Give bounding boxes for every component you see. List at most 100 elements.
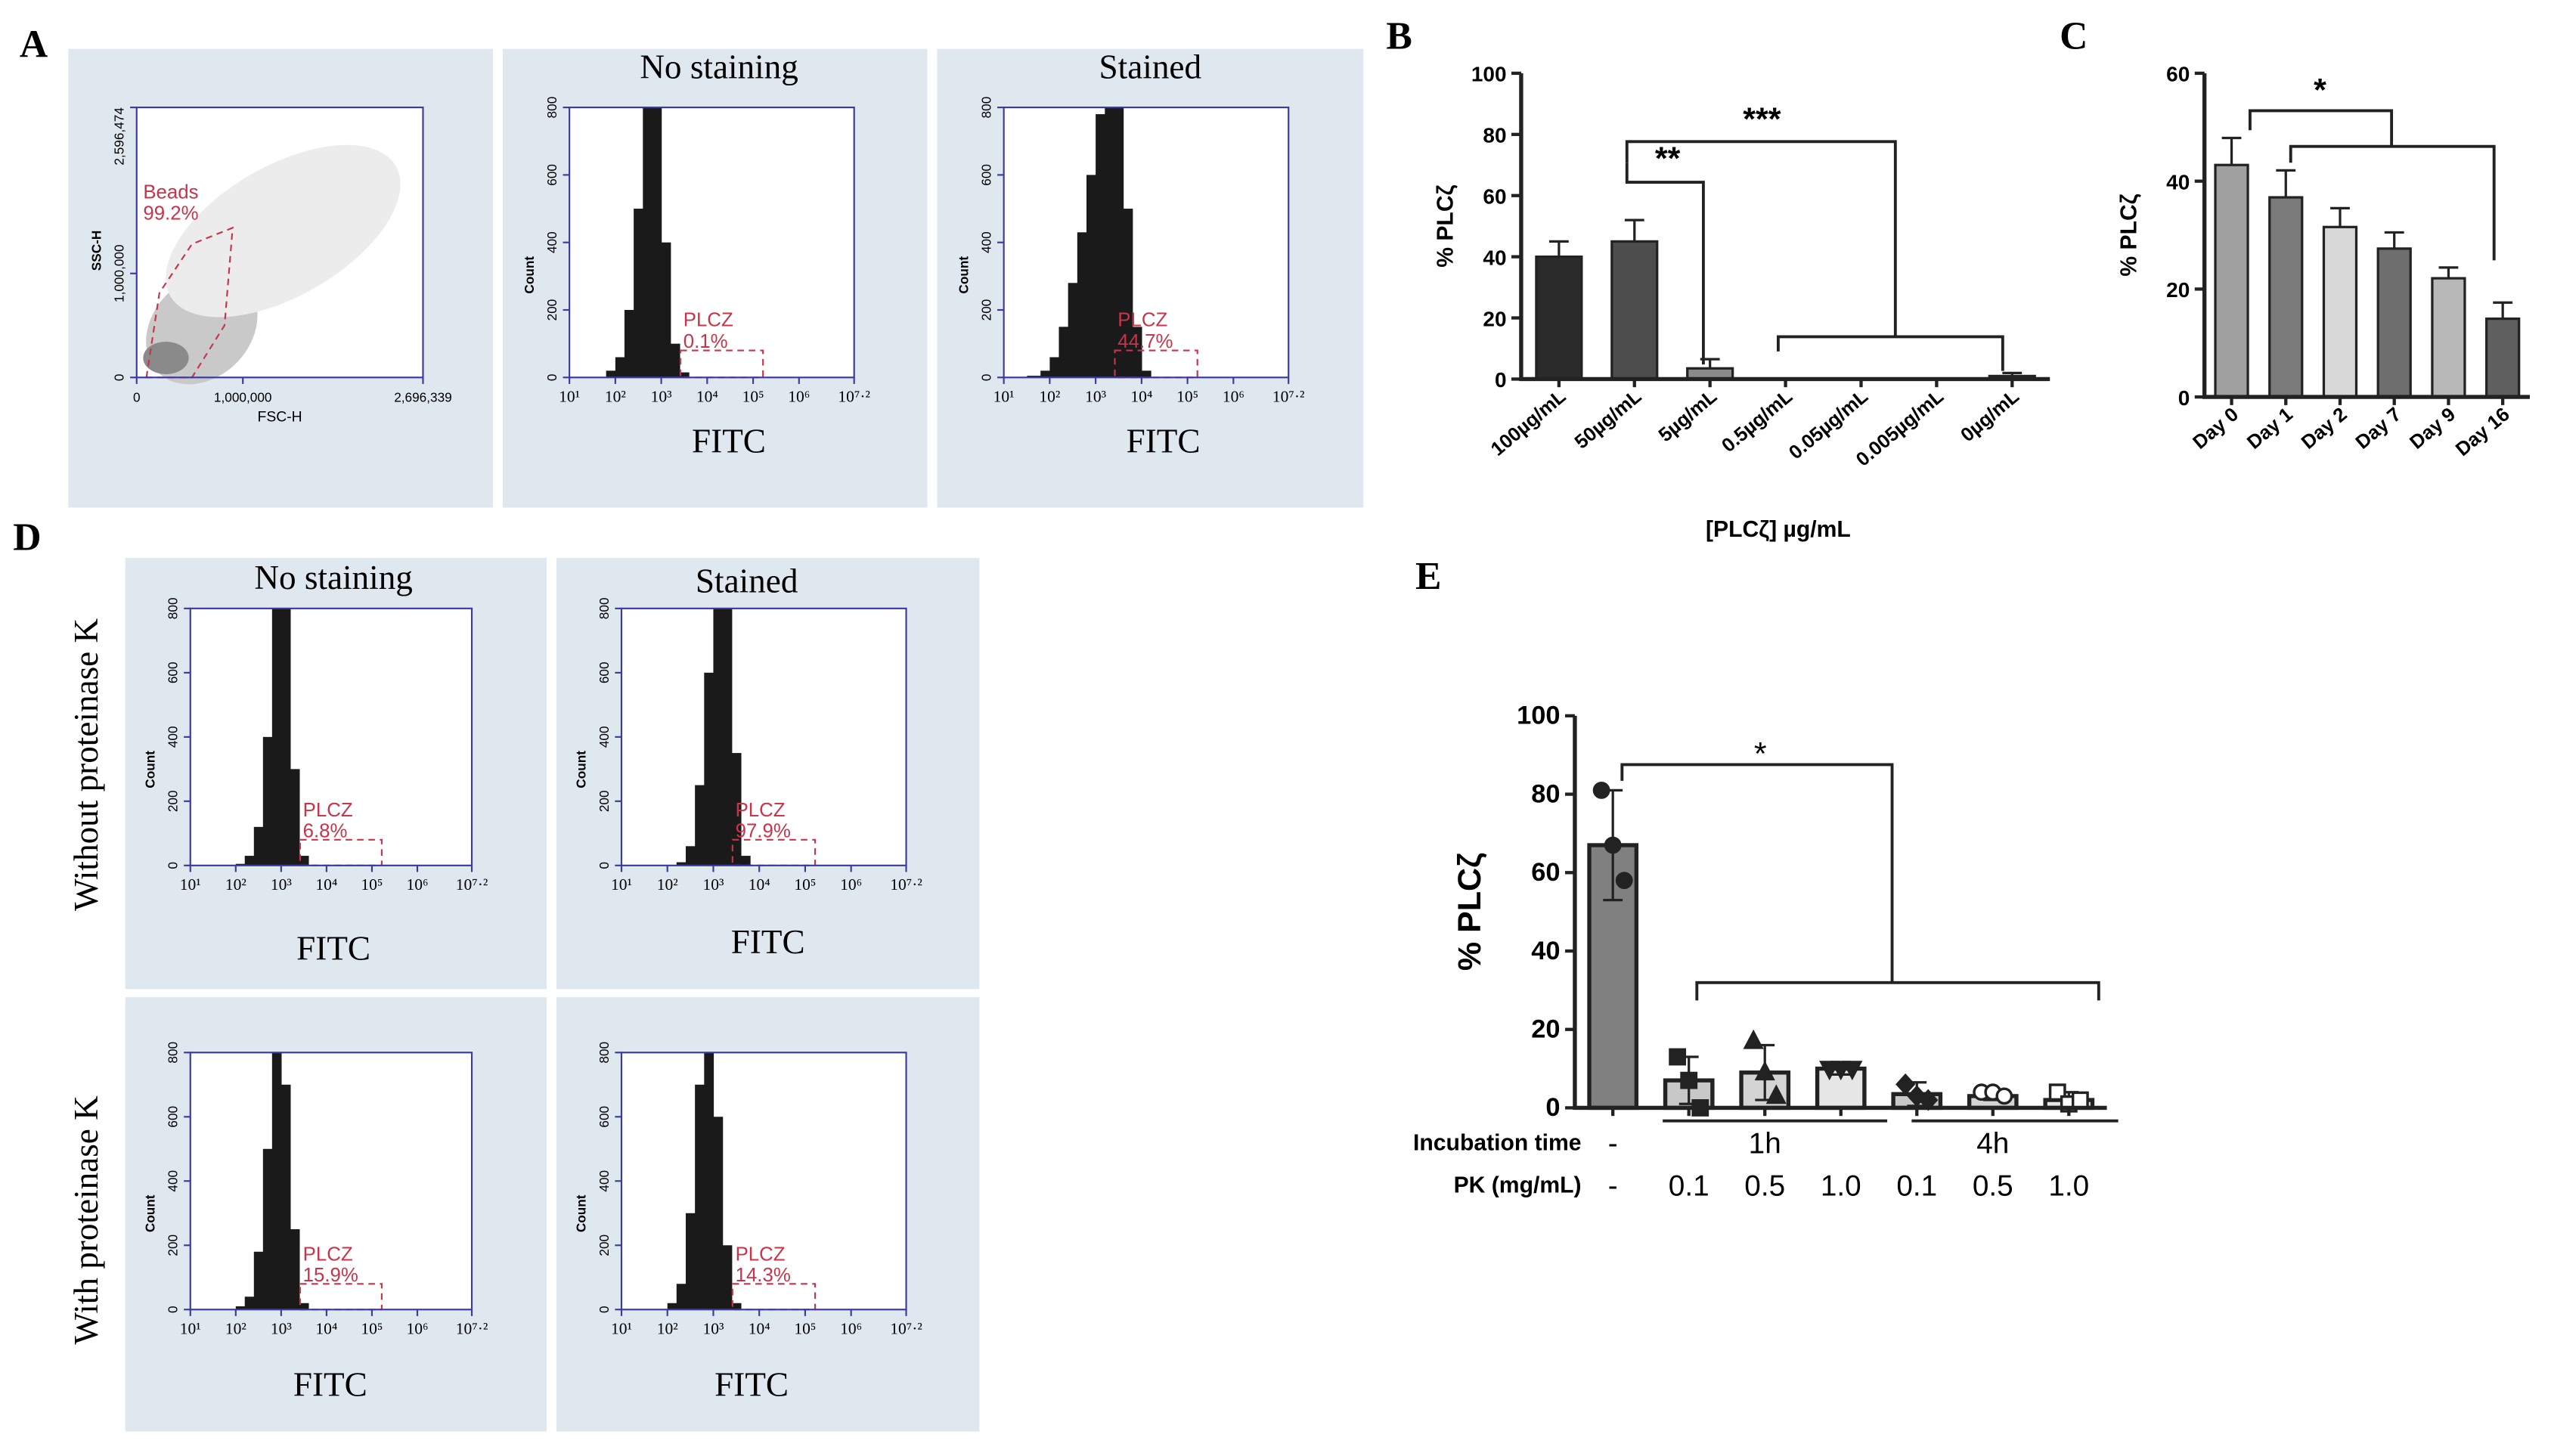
y-tick-label: 0 bbox=[597, 862, 612, 869]
column-title: No staining bbox=[254, 559, 413, 596]
histogram-bar bbox=[722, 1245, 733, 1310]
y-tick-label: 600 bbox=[597, 1106, 612, 1128]
bar bbox=[2485, 318, 2521, 398]
y-tick-label: 0 bbox=[166, 862, 181, 869]
y-axis-label: Count bbox=[522, 256, 537, 294]
plot-background bbox=[1003, 107, 1289, 378]
error-bar bbox=[2493, 301, 2513, 319]
y-axis-label: Count bbox=[574, 1194, 589, 1232]
row-title: PK (mg/mL) bbox=[1454, 1173, 1582, 1197]
error-bar bbox=[2384, 231, 2404, 249]
y-tick-label: 800 bbox=[166, 1042, 181, 1064]
gate-label: 0.1% bbox=[683, 331, 728, 352]
histogram-bar bbox=[271, 1052, 282, 1310]
bar bbox=[2322, 225, 2358, 398]
x-tick-label: 10³ bbox=[1085, 388, 1107, 406]
error-bar bbox=[2438, 266, 2459, 279]
significance-bracket bbox=[2289, 144, 2496, 261]
x-axis-label: FITC bbox=[293, 1365, 367, 1403]
histogram bbox=[676, 608, 751, 866]
y-tick-label: 40 bbox=[1531, 937, 1560, 965]
data-point bbox=[2071, 1091, 2089, 1109]
histogram-bar bbox=[1068, 283, 1078, 378]
x-tick-label: 10⁷·² bbox=[838, 388, 870, 406]
x-tick-label: 10³ bbox=[702, 875, 724, 894]
y-tick-label: 800 bbox=[597, 597, 612, 619]
x-tick-label: 10⁷·² bbox=[890, 1320, 922, 1338]
histogram-bar bbox=[1077, 232, 1087, 378]
y-axis-label: % PLCζ bbox=[1452, 853, 1488, 971]
x-tick-label: - bbox=[1608, 1170, 1618, 1203]
y-tick-label: 400 bbox=[597, 726, 612, 748]
data-point bbox=[1754, 1061, 1775, 1081]
data-point bbox=[1743, 1029, 1764, 1049]
histogram-bar bbox=[695, 1084, 705, 1310]
y-tick-label: 60 bbox=[1531, 858, 1560, 887]
histogram-bar bbox=[290, 769, 300, 866]
x-tick-label: 10⁶ bbox=[840, 875, 862, 894]
x-tick-label: 10⁷·² bbox=[1272, 388, 1305, 406]
x-tick-label: 10⁵ bbox=[794, 1320, 816, 1338]
histogram-bar bbox=[643, 107, 653, 378]
x-tick-label: 10⁴ bbox=[1130, 388, 1152, 406]
histogram-bar bbox=[1123, 209, 1133, 378]
x-tick-label: 10⁴ bbox=[315, 875, 337, 894]
x-tick-label: 10⁴ bbox=[315, 1320, 337, 1338]
y-tick-label: 80 bbox=[1531, 779, 1560, 808]
histogram-bar bbox=[740, 856, 751, 866]
histogram bbox=[606, 107, 690, 378]
x-tick-label: 1.0 bbox=[1821, 1170, 1861, 1203]
significance-bracket bbox=[1620, 763, 1894, 983]
x-tick-label: 10¹ bbox=[559, 388, 580, 406]
histogram-bar bbox=[1096, 114, 1105, 378]
y-tick-label: 0 bbox=[978, 374, 993, 382]
y-tick-label: 0 bbox=[597, 1306, 612, 1313]
x-tick-label: 0.1 bbox=[1669, 1170, 1709, 1203]
gate-name: PLCZ bbox=[303, 800, 353, 821]
data-point bbox=[1680, 1071, 1698, 1089]
y-tick-label: 600 bbox=[166, 1106, 181, 1128]
x-axis-label: FITC bbox=[692, 422, 766, 460]
error-bar bbox=[1624, 218, 1644, 242]
histogram-bar bbox=[704, 1052, 714, 1310]
y-tick-label: 1,000,000 bbox=[112, 244, 127, 302]
bar bbox=[2214, 163, 2249, 398]
x-tick-label: 10⁶ bbox=[840, 1320, 862, 1338]
histogram-bar bbox=[670, 343, 680, 378]
y-tick-label: 600 bbox=[978, 164, 993, 186]
y-tick-label: 400 bbox=[978, 231, 993, 253]
y-tick-label: 600 bbox=[597, 661, 612, 683]
y-tick-label: 400 bbox=[166, 726, 181, 748]
histogram-bar bbox=[676, 1284, 687, 1310]
histogram-bar bbox=[661, 242, 671, 378]
significance-label: * bbox=[2314, 72, 2326, 108]
panel-label: E bbox=[1415, 555, 1441, 598]
x-tick-label: 10² bbox=[657, 1320, 678, 1338]
error-bar bbox=[1700, 358, 1720, 369]
y-tick-label: 0 bbox=[166, 1306, 181, 1313]
histogram-bar bbox=[624, 309, 634, 378]
histogram-bar bbox=[731, 1303, 742, 1310]
y-axis-label: Count bbox=[142, 1194, 157, 1232]
x-axis-label: [PLCζ] µg/mL bbox=[1706, 517, 1851, 542]
histogram-bar bbox=[1114, 107, 1124, 378]
histogram-bar bbox=[679, 372, 690, 378]
x-tick-label: 10⁶ bbox=[788, 388, 810, 406]
bar bbox=[1610, 240, 1659, 381]
x-tick-label: 10³ bbox=[271, 1320, 293, 1338]
y-axis-label: % PLCζ bbox=[2116, 194, 2141, 276]
x-tick-label: 10³ bbox=[271, 875, 293, 894]
histogram bbox=[667, 1052, 742, 1310]
x-axis-label: FSC-H bbox=[258, 408, 302, 425]
histogram-bar bbox=[262, 1148, 273, 1310]
histogram-bar bbox=[244, 1296, 255, 1310]
histogram-bar bbox=[606, 370, 616, 378]
x-axis-label: FITC bbox=[1127, 422, 1201, 460]
error-bar bbox=[2002, 371, 2023, 376]
histogram-bar bbox=[271, 608, 282, 866]
gate-label: 6.8% bbox=[303, 820, 348, 841]
y-tick-label: 40 bbox=[1483, 246, 1506, 269]
y-tick-label: 0 bbox=[544, 374, 559, 382]
x-tick-label: 10² bbox=[225, 1320, 246, 1338]
